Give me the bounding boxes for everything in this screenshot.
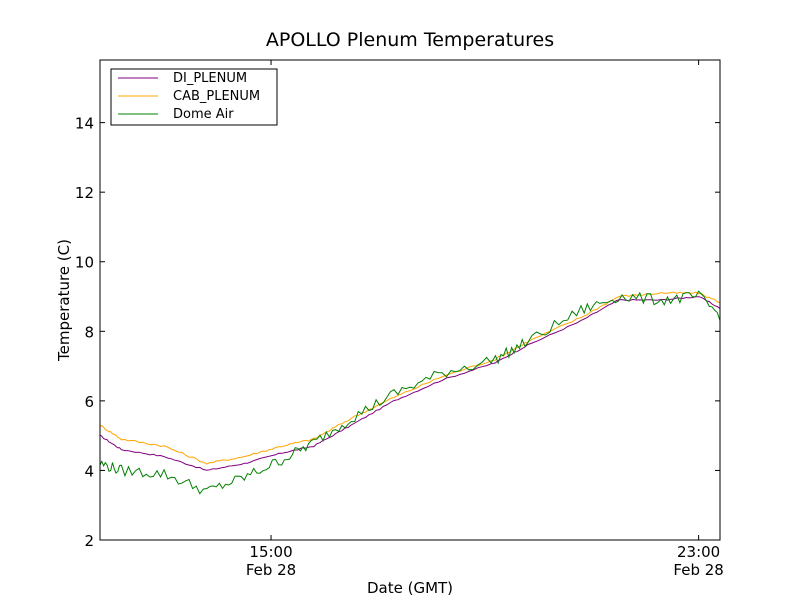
y-tick-label: 8 xyxy=(84,323,94,341)
x-tick-label-date: Feb 28 xyxy=(673,561,723,579)
y-tick-label: 10 xyxy=(75,254,94,272)
series-line-cab-plenum xyxy=(100,291,720,465)
x-tick-label-time: 15:00 xyxy=(249,543,292,561)
legend-label-dome-air: Dome Air xyxy=(173,107,234,122)
y-axis-label: Temperature (C) xyxy=(55,239,73,362)
y-tick-label: 12 xyxy=(75,184,94,202)
x-tick-label-time: 23:00 xyxy=(677,543,720,561)
y-tick-label: 6 xyxy=(84,393,94,411)
x-tick-label-date: Feb 28 xyxy=(246,561,296,579)
y-tick-label: 14 xyxy=(75,115,94,133)
y-tick-label: 2 xyxy=(84,532,94,550)
chart-title: APOLLO Plenum Temperatures xyxy=(266,29,554,51)
legend-label-cab-plenum: CAB_PLENUM xyxy=(173,89,260,104)
y-axis-ticks: 2 4 6 8 10 12 14 xyxy=(75,115,720,550)
series-line-di-plenum xyxy=(100,296,720,471)
x-axis-label: Date (GMT) xyxy=(367,579,453,597)
series-layer xyxy=(100,290,720,495)
series-line-dome-air xyxy=(100,290,720,495)
y-tick-label: 4 xyxy=(84,462,94,480)
legend-label-di-plenum: DI_PLENUM xyxy=(173,71,247,86)
plot-frame xyxy=(99,59,721,541)
legend: DI_PLENUM CAB_PLENUM Dome Air xyxy=(110,68,278,126)
